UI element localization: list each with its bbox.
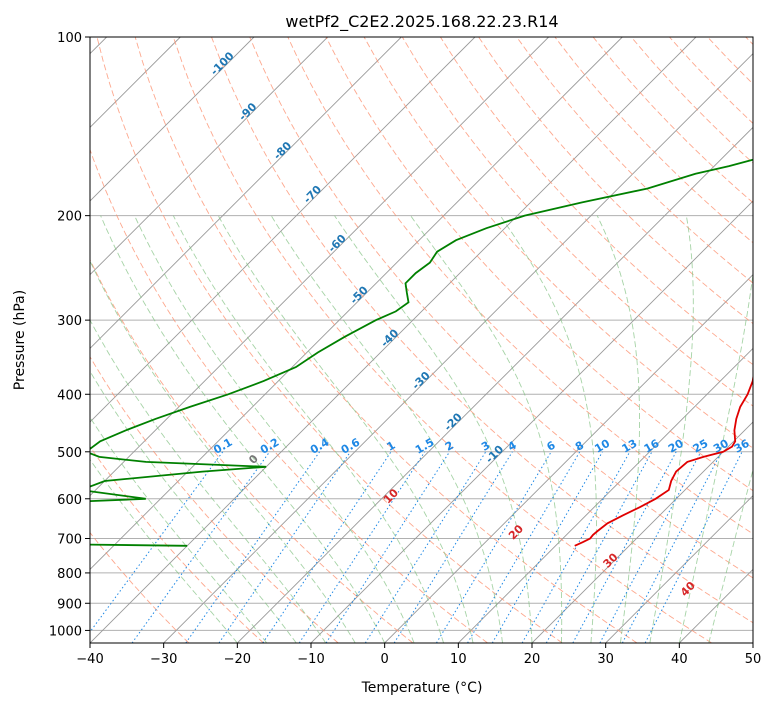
y-axis: 1000 900 800 700 600 500 400 300 200 100	[49, 31, 90, 639]
dry-adiabat-line	[90, 531, 190, 643]
isotherm-line	[384, 274, 753, 643]
y-tick-label: 1000	[49, 624, 82, 639]
mixing-ratio-line	[218, 451, 351, 643]
dry-adiabat-line	[90, 258, 414, 643]
data-lines	[90, 158, 753, 547]
y-axis-title: Pressure (hPa)	[12, 290, 28, 390]
x-tick-label: −30	[150, 652, 177, 667]
moist-adiabat-line	[90, 319, 327, 643]
background-lines	[90, 37, 753, 643]
moist-adiabat-line	[270, 215, 503, 643]
dry-adiabat-line	[90, 355, 339, 643]
moist-adiabat-line	[334, 215, 533, 643]
plot-frame	[89, 36, 754, 644]
mixing-ratio-line	[364, 451, 487, 643]
mixing-ratio-line	[599, 451, 702, 643]
y-tick-label: 500	[57, 446, 82, 461]
dry-adiabat-line	[90, 445, 264, 643]
moist-adiabat-line	[410, 215, 563, 643]
y-tick-label: 900	[57, 597, 82, 612]
isotherm-line	[90, 37, 328, 276]
dry-adiabat-line	[249, 37, 753, 579]
isotherm-line	[605, 495, 753, 643]
isotherm-line	[90, 37, 255, 202]
x-tick-label: 30	[597, 652, 614, 667]
y-tick-label: 200	[57, 210, 82, 225]
isotherm-line	[90, 37, 549, 497]
y-tick-label: 800	[57, 567, 82, 582]
dry-adiabat-line	[287, 37, 753, 535]
isotherm-line	[163, 53, 753, 643]
dry-adiabat-line	[134, 37, 638, 643]
x-tick-label: 50	[745, 652, 762, 667]
mixing-ratio-line	[131, 451, 271, 643]
x-tick-label: 10	[450, 652, 467, 667]
isotherm-line	[90, 37, 476, 423]
mixing-ratio-line	[467, 451, 581, 643]
y-tick-label: 100	[57, 31, 82, 46]
dry-adiabat-line	[172, 37, 712, 643]
y-tick-label: 600	[57, 493, 82, 508]
x-tick-label: 40	[671, 652, 688, 667]
moist-adiabat-line	[708, 468, 753, 643]
mixing-ratio-line	[491, 451, 603, 643]
isotherm-line	[90, 37, 623, 570]
isotherm-line	[531, 421, 753, 643]
x-tick-label: −20	[224, 652, 251, 667]
dry-adiabat-line	[211, 37, 753, 624]
moist-adiabat-line	[217, 215, 474, 643]
isotherm-line	[90, 37, 402, 349]
x-tick-label: 0	[381, 652, 389, 667]
chart-title: wetPf2_C2E2.2025.168.22.23.R14	[285, 12, 558, 32]
moist-adiabat-line	[90, 458, 238, 643]
moist-adiabat-line	[596, 215, 640, 643]
mixing-ratio-line	[521, 451, 631, 643]
dry-adiabat-line	[90, 148, 488, 643]
moist-adiabat-line	[172, 215, 445, 643]
moist-adiabat-line	[649, 215, 694, 643]
dry-adiabat-line	[401, 37, 753, 407]
y-tick-label: 700	[57, 533, 82, 548]
moist-adiabat-line	[90, 416, 268, 643]
mixing-ratio-line	[185, 451, 320, 643]
mixing-ratio-line	[572, 451, 677, 643]
isotherm-line	[752, 642, 753, 643]
y-tick-label: 300	[57, 314, 82, 329]
plot-background	[90, 37, 753, 643]
x-tick-label: −10	[297, 652, 324, 667]
x-axis-title: Temperature (°C)	[361, 680, 483, 696]
temperature-profile-line	[574, 373, 753, 547]
moist-adiabat-line	[678, 271, 753, 643]
dewpoint-profile-line	[90, 158, 753, 547]
mixing-ratio-line	[393, 451, 513, 643]
x-tick-label: −40	[76, 652, 103, 667]
mixing-ratio-line	[435, 451, 552, 643]
isotherm-line	[90, 37, 697, 643]
y-tick-label: 400	[57, 388, 82, 403]
isotherm-line	[458, 347, 753, 643]
isotherm-line	[237, 126, 753, 643]
mixing-ratio-line	[545, 451, 653, 643]
dry-adiabat-line	[440, 37, 753, 366]
x-axis: −40 −30 −20 −10 0 10 20 30 40 50	[76, 643, 761, 667]
dry-adiabat-line	[516, 37, 753, 284]
moist-adiabat-line	[90, 260, 356, 643]
dry-adiabat-line	[96, 37, 563, 643]
x-tick-label: 20	[524, 652, 541, 667]
moist-adiabat-line	[499, 215, 597, 643]
moist-adiabat-line	[134, 215, 415, 643]
moist-adiabat-line	[90, 370, 297, 643]
